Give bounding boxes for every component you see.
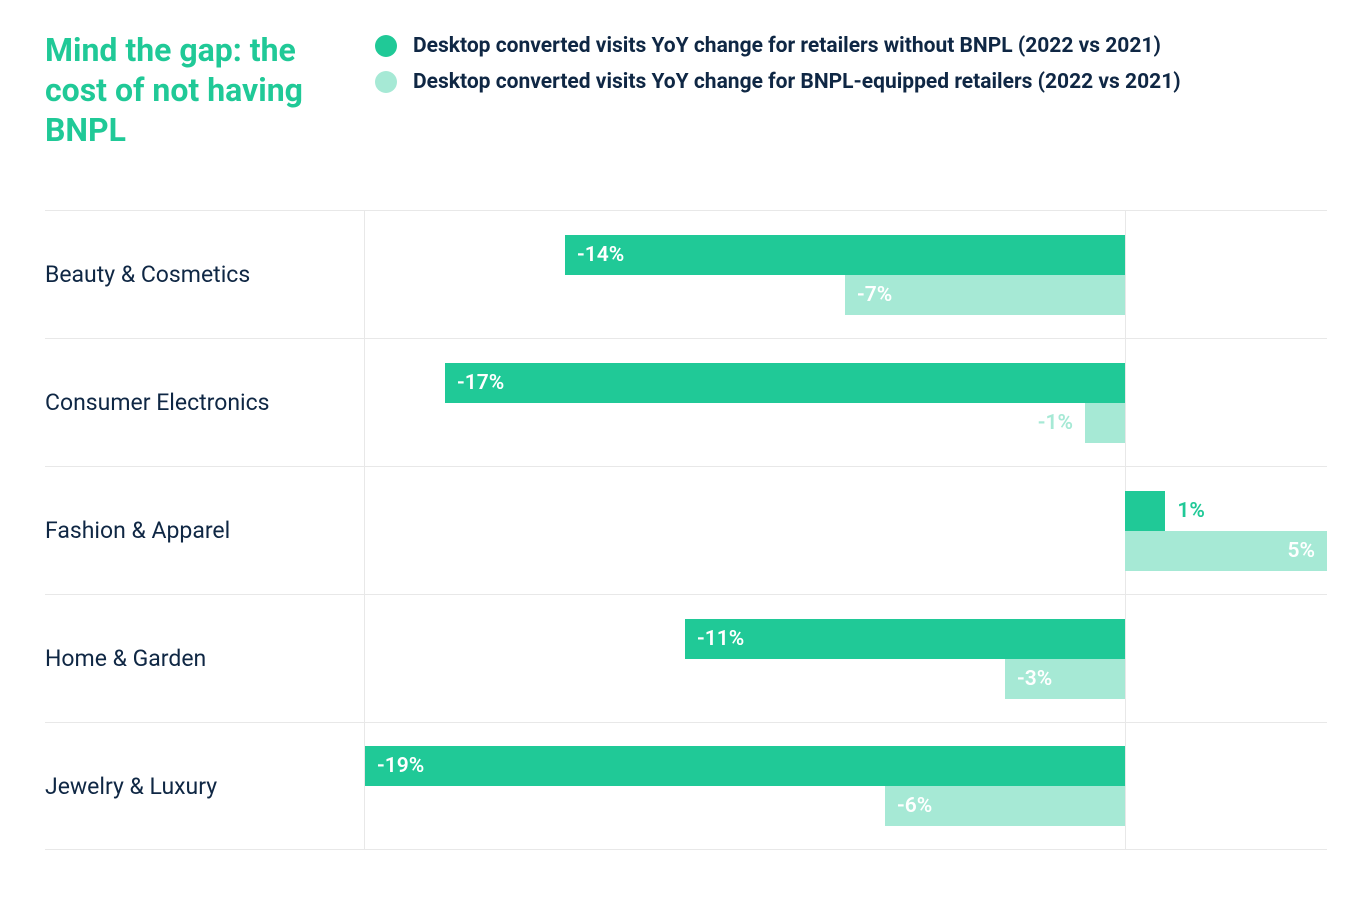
bar-wrap: -7% (365, 275, 1327, 315)
bar-wrap: -6% (365, 786, 1327, 826)
legend-item-without: Desktop converted visits YoY change for … (375, 34, 1181, 58)
bar-with: -6% (885, 786, 1125, 826)
bars-area: -19% -6% (365, 723, 1327, 849)
bar-value-label: -19% (365, 754, 436, 778)
legend-swatch-without (375, 35, 397, 57)
bar-without: -14% (565, 235, 1125, 275)
bar-value-label: 1% (1165, 499, 1217, 523)
bar-wrap: -11% (365, 619, 1327, 659)
bar-wrap: 5% (365, 531, 1327, 571)
category-label: Fashion & Apparel (45, 467, 365, 594)
bar-wrap: -17% (365, 363, 1327, 403)
bars-area: -17% -1% (365, 339, 1327, 466)
bar-with: 5% (1125, 531, 1327, 571)
bar-wrap: -1% (365, 403, 1327, 443)
bar-wrap: -14% (365, 235, 1327, 275)
category-label: Beauty & Cosmetics (45, 211, 365, 338)
bar-wrap: -3% (365, 659, 1327, 699)
chart-header: Mind the gap: the cost of not having BNP… (45, 30, 1327, 150)
legend-swatch-with (375, 71, 397, 93)
bar-without: -17% (445, 363, 1125, 403)
category-label: Home & Garden (45, 595, 365, 722)
chart-legend: Desktop converted visits YoY change for … (375, 30, 1181, 94)
chart-row: Consumer Electronics -17% -1% (45, 338, 1327, 466)
bars-area: 1% 5% (365, 467, 1327, 594)
bar-value-label: -11% (685, 627, 756, 651)
legend-item-with: Desktop converted visits YoY change for … (375, 70, 1181, 94)
bar-without: 1% (1125, 491, 1165, 531)
bar-value-label: -7% (845, 283, 904, 307)
legend-label-without: Desktop converted visits YoY change for … (413, 34, 1161, 58)
bars-area: -14% -7% (365, 211, 1327, 338)
legend-label-with: Desktop converted visits YoY change for … (413, 70, 1181, 94)
bars-area: -11% -3% (365, 595, 1327, 722)
bar-without: -19% (365, 746, 1125, 786)
bar-wrap: -19% (365, 746, 1327, 786)
category-label: Consumer Electronics (45, 339, 365, 466)
bar-value-label: -17% (445, 371, 516, 395)
bar-wrap: 1% (365, 491, 1327, 531)
bnpl-bar-chart: Beauty & Cosmetics -14% -7% Consumer Electr… (45, 210, 1327, 850)
bar-value-label: -6% (885, 794, 944, 818)
chart-title: Mind the gap: the cost of not having BNP… (45, 30, 335, 150)
bar-value-label: -1% (1026, 411, 1085, 435)
bar-with: -3% (1005, 659, 1125, 699)
category-label: Jewelry & Luxury (45, 723, 365, 849)
bar-with: -7% (845, 275, 1125, 315)
bar-without: -11% (685, 619, 1125, 659)
bar-value-label: -3% (1005, 667, 1064, 691)
chart-row: Beauty & Cosmetics -14% -7% (45, 210, 1327, 338)
chart-row: Fashion & Apparel 1% 5% (45, 466, 1327, 594)
bar-value-label: -14% (565, 243, 636, 267)
chart-row: Jewelry & Luxury-19% -6% (45, 722, 1327, 850)
chart-row: Home & Garden -11% -3% (45, 594, 1327, 722)
bar-value-label: 5% (1275, 539, 1327, 563)
bar-with: -1% (1085, 403, 1125, 443)
